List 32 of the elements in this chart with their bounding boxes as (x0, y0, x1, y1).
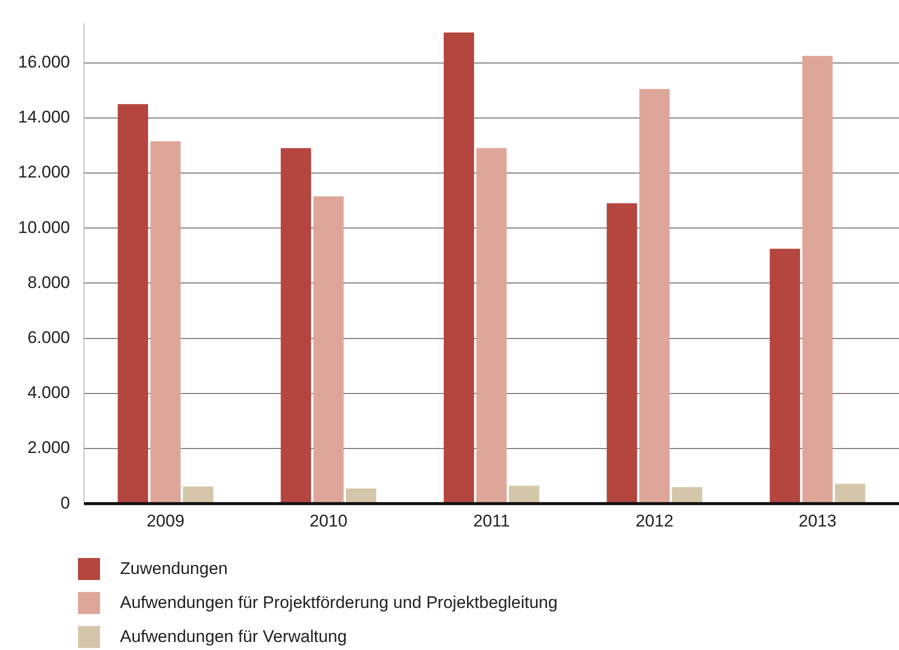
x-tick-label: 2011 (473, 511, 510, 530)
bar (346, 488, 376, 504)
bar (834, 484, 866, 504)
y-tick-label: 14.000 (18, 108, 70, 127)
bar (444, 32, 474, 504)
legend-label: Aufwendungen für Projektförderung und Projektbegleitung (120, 593, 558, 613)
y-tick-label: 10.000 (18, 218, 70, 237)
x-tick-label: 2012 (636, 511, 674, 530)
bar (476, 148, 507, 504)
bar (770, 248, 800, 504)
y-tick-label: 16.000 (18, 52, 70, 72)
y-tick-label: 12.000 (18, 162, 70, 182)
legend-label: Aufwendungen für Verwaltung (120, 627, 347, 647)
x-tick-label: 2013 (798, 511, 836, 530)
y-tick-label: 8.000 (27, 272, 70, 292)
bar (182, 486, 214, 504)
y-tick-label: 6.000 (27, 328, 70, 347)
bar (606, 203, 638, 504)
bar (508, 486, 540, 504)
y-tick-label: 2.000 (27, 438, 70, 458)
bar (639, 88, 670, 504)
bar (672, 487, 702, 504)
bar (313, 196, 344, 504)
y-tick-label: 4.000 (27, 383, 70, 402)
legend-label: Zuwendungen (120, 559, 228, 579)
x-tick-label: 2010 (310, 511, 348, 530)
bar (280, 148, 312, 504)
x-tick-label: 2009 (146, 511, 184, 530)
bar (150, 141, 181, 504)
bar (118, 104, 148, 504)
y-tick-label: 0 (60, 493, 70, 512)
bar (802, 56, 833, 504)
